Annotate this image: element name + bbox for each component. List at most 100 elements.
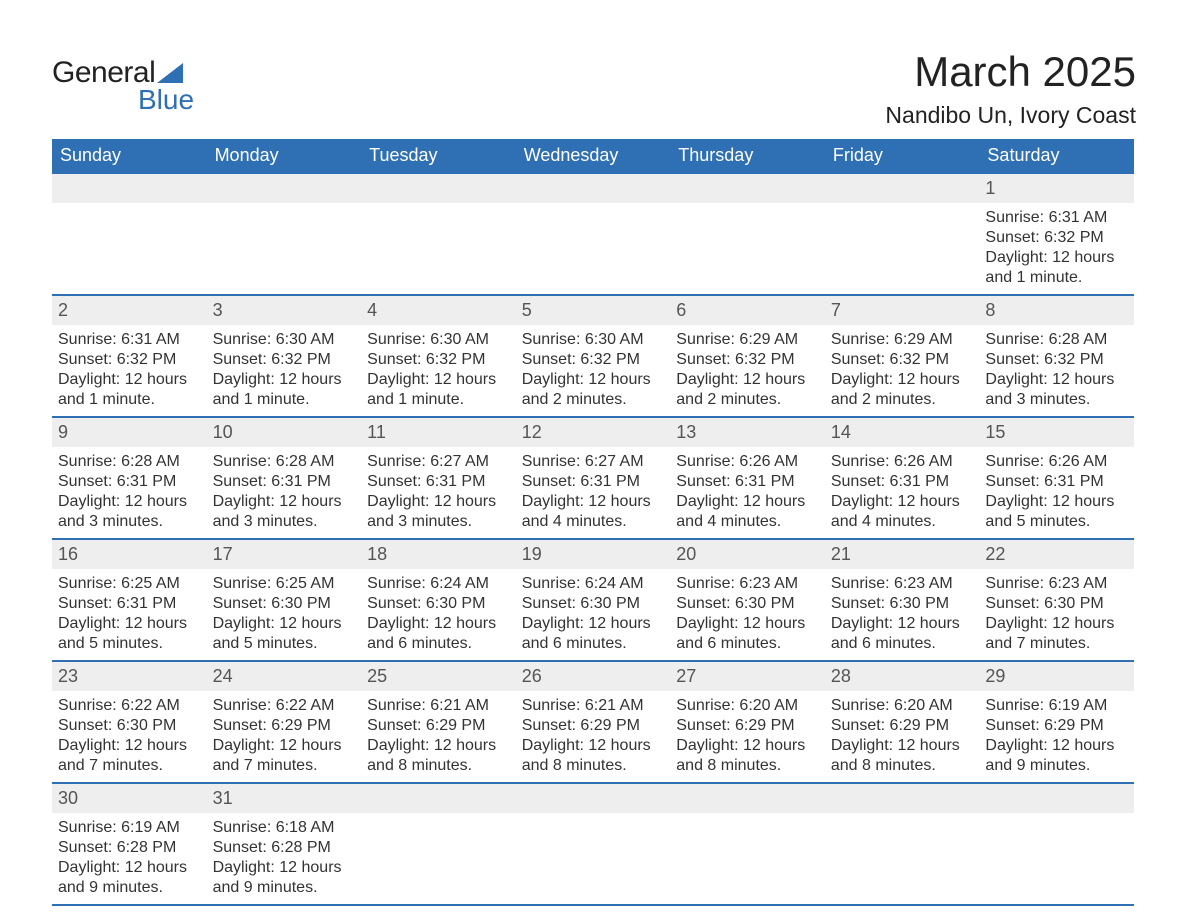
day-number: 20 <box>670 540 825 569</box>
day-number: 12 <box>516 418 671 447</box>
calendar-cell: 31Sunrise: 6:18 AMSunset: 6:28 PMDayligh… <box>207 782 362 904</box>
day-info: Sunrise: 6:28 AMSunset: 6:31 PMDaylight:… <box>207 447 362 538</box>
page-title: March 2025 <box>885 48 1136 96</box>
calendar-cell: 8Sunrise: 6:28 AMSunset: 6:32 PMDaylight… <box>979 294 1134 416</box>
sunset-text: Sunset: 6:30 PM <box>367 594 510 614</box>
day-info: Sunrise: 6:26 AMSunset: 6:31 PMDaylight:… <box>670 447 825 538</box>
daylight-text: Daylight: 12 hours and 2 minutes. <box>522 370 665 410</box>
sunrise-text: Sunrise: 6:20 AM <box>831 696 974 716</box>
sunset-text: Sunset: 6:32 PM <box>985 350 1128 370</box>
day-number: 4 <box>361 296 516 325</box>
day-number: 1 <box>979 174 1134 203</box>
day-number: 9 <box>52 418 207 447</box>
calendar-cell: 4Sunrise: 6:30 AMSunset: 6:32 PMDaylight… <box>361 294 516 416</box>
calendar-cell: 23Sunrise: 6:22 AMSunset: 6:30 PMDayligh… <box>52 660 207 782</box>
sunset-text: Sunset: 6:29 PM <box>985 716 1128 736</box>
calendar-cell: 14Sunrise: 6:26 AMSunset: 6:31 PMDayligh… <box>825 416 980 538</box>
day-number: 11 <box>361 418 516 447</box>
day-info-empty <box>516 203 671 294</box>
calendar-cell: 7Sunrise: 6:29 AMSunset: 6:32 PMDaylight… <box>825 294 980 416</box>
daylight-text: Daylight: 12 hours and 5 minutes. <box>213 614 356 654</box>
sunset-text: Sunset: 6:31 PM <box>676 472 819 492</box>
sunrise-text: Sunrise: 6:24 AM <box>522 574 665 594</box>
day-info: Sunrise: 6:31 AMSunset: 6:32 PMDaylight:… <box>52 325 207 416</box>
daylight-text: Daylight: 12 hours and 6 minutes. <box>831 614 974 654</box>
day-number: 30 <box>52 784 207 813</box>
sunset-text: Sunset: 6:31 PM <box>58 594 201 614</box>
calendar-cell: 28Sunrise: 6:20 AMSunset: 6:29 PMDayligh… <box>825 660 980 782</box>
day-info: Sunrise: 6:23 AMSunset: 6:30 PMDaylight:… <box>825 569 980 660</box>
day-number: 21 <box>825 540 980 569</box>
sunrise-text: Sunrise: 6:21 AM <box>367 696 510 716</box>
sunset-text: Sunset: 6:32 PM <box>213 350 356 370</box>
calendar-cell: 18Sunrise: 6:24 AMSunset: 6:30 PMDayligh… <box>361 538 516 660</box>
sunset-text: Sunset: 6:30 PM <box>676 594 819 614</box>
daylight-text: Daylight: 12 hours and 7 minutes. <box>985 614 1128 654</box>
day-info: Sunrise: 6:19 AMSunset: 6:28 PMDaylight:… <box>52 813 207 904</box>
logo-triangle-icon <box>157 63 183 83</box>
day-info: Sunrise: 6:23 AMSunset: 6:30 PMDaylight:… <box>670 569 825 660</box>
sunrise-text: Sunrise: 6:25 AM <box>213 574 356 594</box>
day-number <box>516 784 671 813</box>
sunset-text: Sunset: 6:29 PM <box>367 716 510 736</box>
daylight-text: Daylight: 12 hours and 9 minutes. <box>58 858 201 898</box>
sunrise-text: Sunrise: 6:28 AM <box>58 452 201 472</box>
day-number: 8 <box>979 296 1134 325</box>
calendar-cell <box>361 782 516 904</box>
calendar-cell: 2Sunrise: 6:31 AMSunset: 6:32 PMDaylight… <box>52 294 207 416</box>
day-info-empty <box>825 203 980 294</box>
day-info: Sunrise: 6:18 AMSunset: 6:28 PMDaylight:… <box>207 813 362 904</box>
day-number: 23 <box>52 662 207 691</box>
day-number: 29 <box>979 662 1134 691</box>
day-info-empty <box>361 203 516 294</box>
day-info: Sunrise: 6:26 AMSunset: 6:31 PMDaylight:… <box>979 447 1134 538</box>
sunrise-text: Sunrise: 6:19 AM <box>58 818 201 838</box>
calendar-cell: 9Sunrise: 6:28 AMSunset: 6:31 PMDaylight… <box>52 416 207 538</box>
weekday-header: Monday <box>207 139 362 172</box>
sunset-text: Sunset: 6:31 PM <box>522 472 665 492</box>
day-number <box>52 174 207 203</box>
sunrise-text: Sunrise: 6:26 AM <box>676 452 819 472</box>
day-info: Sunrise: 6:25 AMSunset: 6:31 PMDaylight:… <box>52 569 207 660</box>
day-number: 3 <box>207 296 362 325</box>
day-info: Sunrise: 6:23 AMSunset: 6:30 PMDaylight:… <box>979 569 1134 660</box>
daylight-text: Daylight: 12 hours and 7 minutes. <box>58 736 201 776</box>
day-number <box>670 174 825 203</box>
calendar-cell <box>670 172 825 294</box>
daylight-text: Daylight: 12 hours and 9 minutes. <box>985 736 1128 776</box>
calendar-cell: 3Sunrise: 6:30 AMSunset: 6:32 PMDaylight… <box>207 294 362 416</box>
sunset-text: Sunset: 6:29 PM <box>676 716 819 736</box>
sunset-text: Sunset: 6:31 PM <box>213 472 356 492</box>
daylight-text: Daylight: 12 hours and 6 minutes. <box>367 614 510 654</box>
calendar-cell <box>361 172 516 294</box>
sunset-text: Sunset: 6:30 PM <box>58 716 201 736</box>
calendar-cell: 25Sunrise: 6:21 AMSunset: 6:29 PMDayligh… <box>361 660 516 782</box>
calendar-cell <box>979 782 1134 904</box>
sunset-text: Sunset: 6:28 PM <box>58 838 201 858</box>
weekday-header: Wednesday <box>516 139 671 172</box>
calendar-cell: 27Sunrise: 6:20 AMSunset: 6:29 PMDayligh… <box>670 660 825 782</box>
day-info: Sunrise: 6:28 AMSunset: 6:31 PMDaylight:… <box>52 447 207 538</box>
calendar-cell <box>670 782 825 904</box>
sunset-text: Sunset: 6:32 PM <box>676 350 819 370</box>
day-number <box>670 784 825 813</box>
day-info-empty <box>670 813 825 904</box>
daylight-text: Daylight: 12 hours and 1 minute. <box>213 370 356 410</box>
day-info: Sunrise: 6:22 AMSunset: 6:30 PMDaylight:… <box>52 691 207 782</box>
sunrise-text: Sunrise: 6:18 AM <box>213 818 356 838</box>
weekday-header: Friday <box>825 139 980 172</box>
day-info-empty <box>516 813 671 904</box>
sunset-text: Sunset: 6:29 PM <box>831 716 974 736</box>
sunset-text: Sunset: 6:32 PM <box>522 350 665 370</box>
calendar-cell: 29Sunrise: 6:19 AMSunset: 6:29 PMDayligh… <box>979 660 1134 782</box>
day-info-empty <box>670 203 825 294</box>
daylight-text: Daylight: 12 hours and 7 minutes. <box>213 736 356 776</box>
sunset-text: Sunset: 6:28 PM <box>213 838 356 858</box>
calendar-cell: 17Sunrise: 6:25 AMSunset: 6:30 PMDayligh… <box>207 538 362 660</box>
day-number: 5 <box>516 296 671 325</box>
logo: General Blue <box>52 56 194 116</box>
daylight-text: Daylight: 12 hours and 4 minutes. <box>831 492 974 532</box>
day-info: Sunrise: 6:20 AMSunset: 6:29 PMDaylight:… <box>825 691 980 782</box>
sunset-text: Sunset: 6:32 PM <box>58 350 201 370</box>
day-number: 13 <box>670 418 825 447</box>
